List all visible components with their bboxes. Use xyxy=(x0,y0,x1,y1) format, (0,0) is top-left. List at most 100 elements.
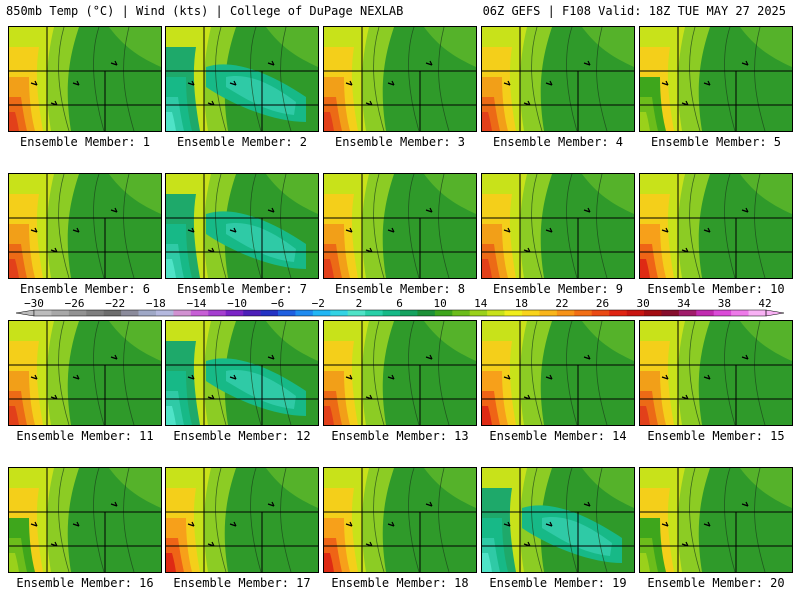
ensemble-map-15 xyxy=(639,320,793,426)
ensemble-member-label: Ensemble Member: 7 xyxy=(176,282,308,296)
colorbar-swatch xyxy=(469,310,488,316)
colorbar-tick: 34 xyxy=(677,297,691,310)
colorbar-swatch xyxy=(225,310,244,316)
colorbar-tick: 2 xyxy=(355,297,363,310)
colorbar-swatch xyxy=(731,310,749,316)
ensemble-map-13 xyxy=(323,320,477,426)
colorbar-tick: −10 xyxy=(227,297,247,310)
ensemble-member-label: Ensemble Member: 11 xyxy=(16,429,154,443)
ensemble-member-label: Ensemble Member: 1 xyxy=(19,135,151,149)
ensemble-member-label: Ensemble Member: 10 xyxy=(647,282,785,296)
colorbar-swatch xyxy=(539,310,558,316)
colorbar-tick: 30 xyxy=(636,297,650,310)
temperature-map xyxy=(482,27,634,131)
ensemble-map-16 xyxy=(8,467,162,573)
temperature-map xyxy=(166,27,318,131)
colorbar-swatch xyxy=(452,310,471,316)
ensemble-member-label: Ensemble Member: 20 xyxy=(647,576,785,590)
colorbar-tick: 22 xyxy=(555,297,569,310)
colorbar-swatch xyxy=(713,310,732,316)
ensemble-map-6 xyxy=(8,173,162,279)
ensemble-member-label: Ensemble Member: 14 xyxy=(489,429,627,443)
temperature-map xyxy=(9,468,161,572)
ensemble-map-18 xyxy=(323,467,477,573)
temperature-map xyxy=(640,468,792,572)
colorbar-swatch xyxy=(434,310,453,316)
ensemble-map-3 xyxy=(323,26,477,132)
temperature-map xyxy=(9,321,161,425)
temperature-map xyxy=(166,321,318,425)
colorbar-swatch xyxy=(278,310,296,316)
colorbar-swatch xyxy=(68,310,87,316)
colorbar-tick: 10 xyxy=(433,297,447,310)
temperature-map xyxy=(324,321,476,425)
colorbar-tick: 26 xyxy=(595,297,610,310)
ensemble-map-10 xyxy=(639,173,793,279)
colorbar-swatch xyxy=(504,310,523,316)
colorbar-tick: 6 xyxy=(396,297,403,310)
colorbar-swatch xyxy=(591,310,610,316)
colorbar-swatch xyxy=(417,310,436,316)
temperature-map xyxy=(482,468,634,572)
colorbar-swatch xyxy=(696,310,715,316)
colorbar-swatch xyxy=(260,310,279,316)
ensemble-member-label: Ensemble Member: 4 xyxy=(492,135,624,149)
colorbar-tick: −30 xyxy=(24,297,44,310)
colorbar-tick: 18 xyxy=(514,297,528,310)
colorbar-swatch xyxy=(574,310,593,316)
colorbar-swatch xyxy=(312,310,331,316)
colorbar-swatch xyxy=(173,310,192,316)
colorbar-swatch xyxy=(330,310,349,316)
ensemble-member-label: Ensemble Member: 15 xyxy=(647,429,785,443)
ensemble-map-7 xyxy=(165,173,319,279)
ensemble-member-label: Ensemble Member: 6 xyxy=(19,282,151,296)
colorbar-swatch xyxy=(748,310,767,316)
colorbar-swatch xyxy=(86,310,105,316)
colorbar-swatch xyxy=(556,310,575,316)
temperature-map xyxy=(482,321,634,425)
colorbar-tick: 14 xyxy=(474,297,488,310)
ensemble-member-label: Ensemble Member: 2 xyxy=(176,135,308,149)
temperature-map xyxy=(166,174,318,278)
colorbar-swatch xyxy=(347,310,366,316)
ensemble-map-11 xyxy=(8,320,162,426)
ensemble-member-label: Ensemble Member: 9 xyxy=(492,282,624,296)
ensemble-member-label: Ensemble Member: 8 xyxy=(334,282,466,296)
colorbar-tick: −6 xyxy=(271,297,285,310)
ensemble-map-12 xyxy=(165,320,319,426)
temperature-map xyxy=(166,468,318,572)
ensemble-member-label: Ensemble Member: 16 xyxy=(16,576,154,590)
ensemble-map-1 xyxy=(8,26,162,132)
colorbar-swatch xyxy=(156,310,174,316)
colorbar-swatch xyxy=(208,310,227,316)
ensemble-member-label: Ensemble Member: 3 xyxy=(334,135,466,149)
map-title: 850mb Temp (°C) | Wind (kts) | College o… xyxy=(6,4,404,18)
ensemble-member-label: Ensemble Member: 12 xyxy=(173,429,311,443)
colorbar-tick: −26 xyxy=(64,297,85,310)
temperature-map xyxy=(640,174,792,278)
ensemble-map-9 xyxy=(481,173,635,279)
colorbar-swatch xyxy=(400,310,418,316)
ensemble-map-19 xyxy=(481,467,635,573)
colorbar-swatch xyxy=(295,310,314,316)
ensemble-member-label: Ensemble Member: 13 xyxy=(331,429,469,443)
colorbar-swatch xyxy=(609,310,627,316)
colorbar-swatch xyxy=(34,310,52,316)
colorbar-swatch xyxy=(487,310,505,316)
colorbar-swatch xyxy=(243,310,261,316)
colorbar-tick: −2 xyxy=(311,297,325,310)
colorbar-tick: −14 xyxy=(186,297,207,310)
colorbar-swatch xyxy=(365,310,383,316)
temperature-map xyxy=(640,321,792,425)
ensemble-map-4 xyxy=(481,26,635,132)
temperature-map xyxy=(640,27,792,131)
colorbar-tick: −22 xyxy=(105,297,126,310)
temperature-map xyxy=(9,27,161,131)
ensemble-map-20 xyxy=(639,467,793,573)
ensemble-map-8 xyxy=(323,173,477,279)
temperature-map xyxy=(9,174,161,278)
temperature-map xyxy=(324,27,476,131)
temperature-map xyxy=(324,468,476,572)
ensemble-member-label: Ensemble Member: 19 xyxy=(489,576,627,590)
temperature-colorbar xyxy=(15,309,785,317)
